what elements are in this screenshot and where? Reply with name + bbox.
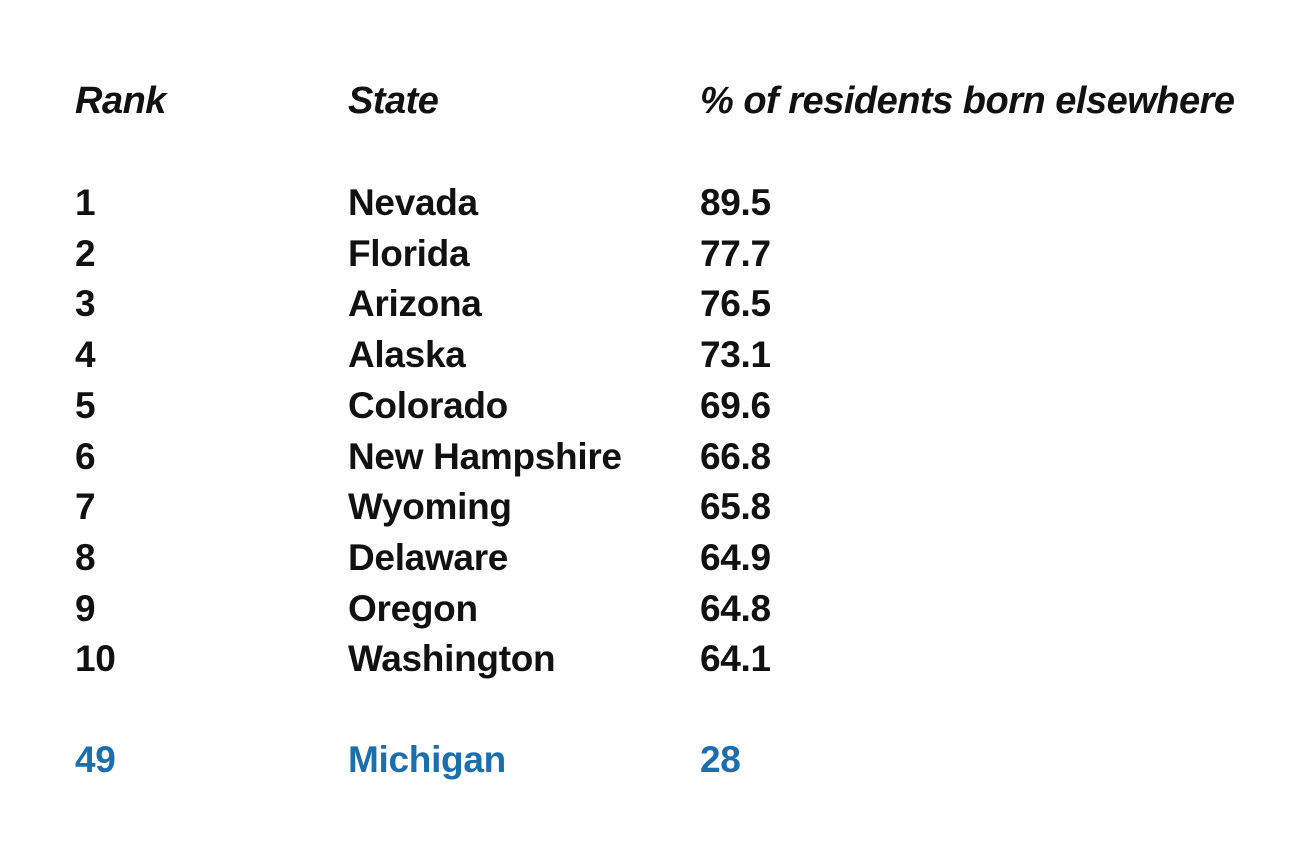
percent-cell: 64.8 <box>700 587 771 629</box>
state-column-header: State <box>348 80 439 122</box>
state-cell: New Hampshire <box>348 435 622 477</box>
state-cell: Delaware <box>348 536 509 578</box>
state-cell: Arizona <box>348 283 482 325</box>
percent-cell: 69.6 <box>700 384 771 426</box>
percent-cell: 73.1 <box>700 334 771 376</box>
percent-cell: 77.7 <box>700 232 771 274</box>
highlight-state-cell: Michigan <box>348 739 506 780</box>
state-cell: Wyoming <box>348 486 512 528</box>
state-cell: Colorado <box>348 384 508 426</box>
percent-cell: 66.8 <box>700 435 771 477</box>
rank-cell: 10 <box>75 638 116 680</box>
state-cell: Nevada <box>348 182 478 223</box>
percent-column-header: % of residents born elsewhere <box>700 80 1235 122</box>
rank-cell: 6 <box>75 435 96 477</box>
percent-cell: 89.5 <box>700 182 771 223</box>
rank-cell: 1 <box>75 182 96 223</box>
rank-cell: 2 <box>75 232 96 274</box>
rank-cell: 8 <box>75 536 96 578</box>
state-cell: Washington <box>348 638 556 680</box>
rank-cell: 9 <box>75 587 96 629</box>
highlight-percent-cell: 28 <box>700 739 741 780</box>
state-cell: Florida <box>348 232 470 274</box>
percent-cell: 64.1 <box>700 638 771 680</box>
rank-cell: 5 <box>75 384 96 426</box>
state-cell: Oregon <box>348 587 478 629</box>
percent-cell: 65.8 <box>700 486 771 528</box>
rank-column-header: Rank <box>75 80 166 122</box>
highlight-rank-cell: 49 <box>75 739 116 780</box>
percent-cell: 76.5 <box>700 283 771 325</box>
state-cell: Alaska <box>348 334 466 376</box>
percent-cell: 64.9 <box>700 536 771 578</box>
rank-cell: 4 <box>75 334 96 376</box>
rank-cell: 3 <box>75 283 96 325</box>
rank-cell: 7 <box>75 486 96 528</box>
